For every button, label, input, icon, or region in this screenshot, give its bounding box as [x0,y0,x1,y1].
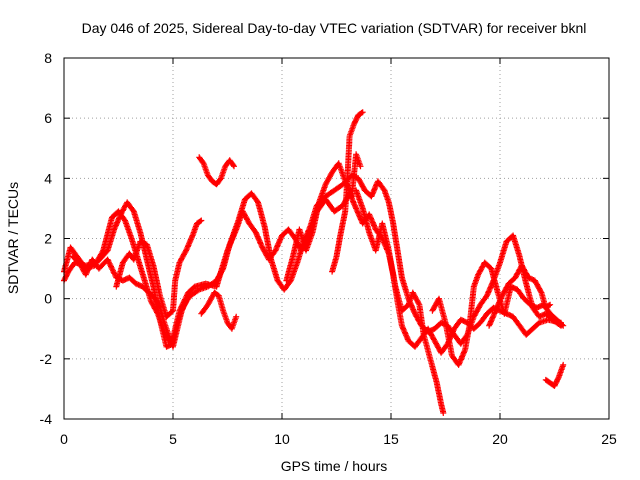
x-tick-label: 15 [383,431,399,447]
chart-background [0,0,640,480]
sdtvar-chart: Day 046 of 2025, Sidereal Day-to-day VTE… [0,0,640,480]
x-axis-label: GPS time / hours [281,458,388,474]
x-tick-label: 25 [601,431,617,447]
y-tick-label: 4 [44,170,52,186]
x-tick-label: 0 [60,431,68,447]
y-tick-label: -2 [40,351,53,367]
y-tick-label: 8 [44,50,52,66]
y-tick-label: 6 [44,110,52,126]
y-tick-label: -4 [40,411,53,427]
x-tick-label: 20 [492,431,508,447]
y-axis-label: SDTVAR / TECUs [5,182,21,294]
y-tick-label: 0 [44,291,52,307]
y-tick-label: 2 [44,231,52,247]
x-tick-label: 10 [274,431,290,447]
x-tick-label: 5 [169,431,177,447]
chart-title: Day 046 of 2025, Sidereal Day-to-day VTE… [82,20,587,36]
